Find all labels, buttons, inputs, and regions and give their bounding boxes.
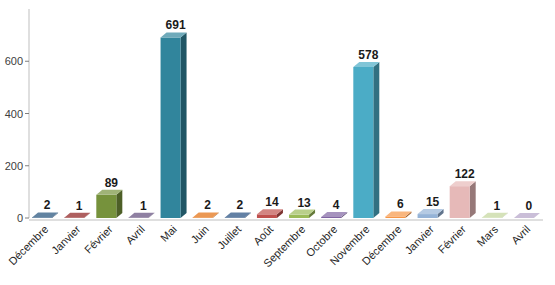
y-tick-label: 400 (5, 108, 23, 120)
bar-top (161, 32, 187, 37)
x-tick-label: Janvier (49, 223, 83, 257)
data-label: 14 (265, 195, 279, 209)
bar-top (321, 212, 347, 217)
x-tick-label: Décembre (359, 223, 403, 267)
bar-top (482, 213, 508, 218)
x-tick-label: Février (82, 223, 115, 256)
bar-side (470, 181, 476, 218)
bar-top (225, 212, 251, 217)
bars (32, 32, 540, 218)
bar (289, 215, 309, 218)
data-label: 6 (397, 197, 404, 211)
x-tick-label: Juillet (215, 223, 243, 251)
x-tick-label: Septembre (261, 223, 308, 270)
bar-side (181, 32, 187, 218)
data-label: 2 (236, 198, 243, 212)
data-label: 1 (140, 199, 147, 213)
x-axis-line (29, 220, 543, 221)
chart: 020040060021891691221413457861512210Déce… (0, 0, 555, 285)
x-tick-label: Décembre (6, 223, 50, 267)
bar (96, 195, 116, 218)
bar-top (450, 181, 476, 186)
bar (353, 67, 373, 218)
data-label: 1 (76, 199, 83, 213)
bar (385, 216, 405, 218)
y-tick-label: 600 (5, 55, 23, 67)
bar (450, 186, 470, 218)
y-tick (25, 61, 29, 62)
bar (257, 214, 277, 218)
chart-container: 020040060021891691221413457861512210Déce… (0, 0, 555, 285)
bar-top (193, 212, 219, 217)
x-tick-label: Mars (474, 223, 500, 249)
x-tick-label: Juin (188, 223, 211, 246)
bar-top (64, 213, 90, 218)
bar-top (353, 62, 379, 67)
data-label: 0 (526, 199, 533, 213)
bar (418, 214, 438, 218)
x-tick-label: Mai (158, 223, 179, 244)
x-tick-label: Janvier (402, 223, 436, 257)
bar-top (128, 213, 154, 218)
data-label: 13 (297, 196, 311, 210)
y-tick-label: 0 (17, 212, 23, 224)
data-label: 15 (426, 195, 440, 209)
bar-top (418, 209, 444, 214)
bar (161, 37, 181, 218)
data-label: 89 (105, 176, 119, 190)
data-label: 4 (333, 198, 340, 212)
data-label: 2 (44, 198, 51, 212)
data-label: 578 (358, 48, 378, 62)
y-tick-label: 200 (5, 160, 23, 172)
bar-top (257, 209, 283, 214)
y-tick (25, 113, 29, 114)
bar-top (289, 210, 315, 215)
data-label: 122 (455, 167, 475, 181)
bar (321, 217, 341, 218)
x-tick-label: Février (435, 223, 468, 256)
x-tick-label: Avril (123, 223, 146, 246)
y-tick (25, 218, 29, 219)
y-tick (25, 165, 29, 166)
data-label: 1 (493, 199, 500, 213)
bar-top (96, 190, 122, 195)
bar-top (514, 213, 540, 218)
x-tick-label: Avril (509, 223, 532, 246)
data-label: 691 (166, 18, 186, 32)
bar-top (385, 211, 411, 216)
bar-top (32, 212, 58, 217)
bar-side (373, 62, 379, 218)
data-label: 2 (204, 198, 211, 212)
x-tick-label: Août (251, 223, 275, 247)
